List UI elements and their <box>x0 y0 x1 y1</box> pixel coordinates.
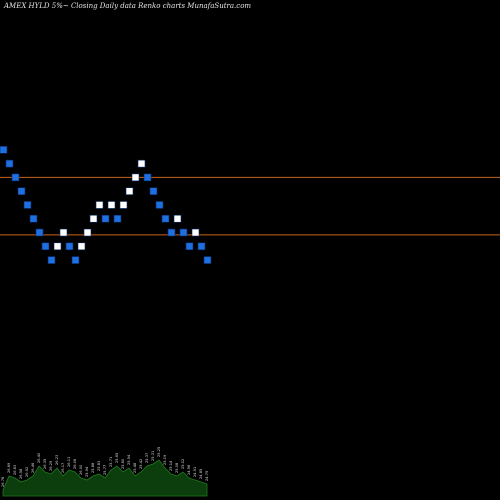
volume-label: 24.79 <box>205 470 209 481</box>
renko-brick-down <box>5 159 14 168</box>
renko-brick-down <box>113 214 122 223</box>
chart-title: AMEX HYLD 5%~ Closing Daily data Renko c… <box>4 2 252 10</box>
renko-brick-down <box>65 242 74 251</box>
renko-brick-down <box>101 214 110 223</box>
volume-label: 26.11 <box>67 457 71 467</box>
renko-brick-up <box>131 173 140 182</box>
volume-label: 26.78 <box>1 476 5 487</box>
volume-label: 26.52 <box>25 467 29 477</box>
renko-brick-up <box>53 242 62 251</box>
renko-brick-up <box>119 201 128 209</box>
renko-brick-up <box>173 214 182 223</box>
renko-brick-up <box>191 228 200 237</box>
renko-brick-down <box>41 242 50 251</box>
renko-brick-up <box>77 242 86 251</box>
volume-label: 26.40 <box>37 452 41 463</box>
volume-label: 26.69 <box>7 462 11 473</box>
renko-brick-down <box>23 201 32 209</box>
volume-label: 25.60 <box>121 458 125 469</box>
renko-bricks <box>0 146 212 264</box>
volume-label: 26.58 <box>19 468 23 479</box>
volume-label: 25.88 <box>91 462 95 473</box>
renko-brick-down <box>29 214 38 223</box>
renko-brick-down <box>161 214 170 223</box>
volume-label: 24.91 <box>193 467 197 477</box>
volume-label: 25.54 <box>127 454 131 465</box>
renko-brick-down <box>11 173 20 182</box>
renko-brick-down <box>17 187 26 195</box>
volume-label: 25.48 <box>133 462 137 473</box>
volume-label: 25.31 <box>151 451 155 461</box>
volume-panel <box>2 459 208 497</box>
renko-brick-up <box>95 201 104 209</box>
renko-brick-down <box>143 173 152 182</box>
volume-label: 24.85 <box>199 469 203 479</box>
renko-brick-up <box>137 159 146 168</box>
volume-label: 26.46 <box>31 462 35 473</box>
renko-brick-up <box>83 228 92 237</box>
renko-brick-down <box>155 201 164 209</box>
volume-label: 25.19 <box>163 454 167 465</box>
volume-label: 26.00 <box>79 464 83 475</box>
reference-lines <box>0 176 500 236</box>
volume-label: 26.29 <box>49 460 53 471</box>
renko-brick-down <box>203 256 212 264</box>
renko-brick-up <box>107 201 116 209</box>
volume-label: 25.42 <box>139 459 143 469</box>
renko-brick-down <box>185 242 194 251</box>
volume-label: 25.77 <box>103 465 107 475</box>
volume-label: 25.65 <box>115 453 119 463</box>
renko-brick-up <box>125 187 134 195</box>
renko-brick-up <box>89 214 98 223</box>
volume-label: 25.08 <box>175 462 179 473</box>
renko-brick-down <box>149 187 158 195</box>
volume-label: 26.35 <box>43 459 47 469</box>
volume-label: 24.96 <box>187 464 191 475</box>
volume-label: 25.94 <box>85 466 89 477</box>
volume-label: 25.14 <box>169 460 173 471</box>
renko-brick-up <box>59 228 68 237</box>
volume-label: 25.71 <box>109 457 113 467</box>
renko-brick-down <box>197 242 206 251</box>
volume-label: 25.02 <box>181 459 185 469</box>
renko-brick-down <box>0 146 8 154</box>
renko-brick-down <box>167 228 176 237</box>
renko-brick-down <box>71 256 80 264</box>
renko-brick-down <box>179 228 188 237</box>
renko-brick-down <box>47 256 56 264</box>
volume-label: 26.23 <box>55 455 59 465</box>
volume-label: 26.17 <box>61 463 65 473</box>
volume-label: 26.06 <box>73 458 77 469</box>
volume-label: 25.83 <box>97 461 101 471</box>
volume-label: 25.25 <box>157 447 161 457</box>
volume-label: 26.63 <box>13 465 17 475</box>
volume-area <box>2 459 208 497</box>
volume-label: 25.37 <box>145 453 149 463</box>
renko-brick-down <box>35 228 44 237</box>
